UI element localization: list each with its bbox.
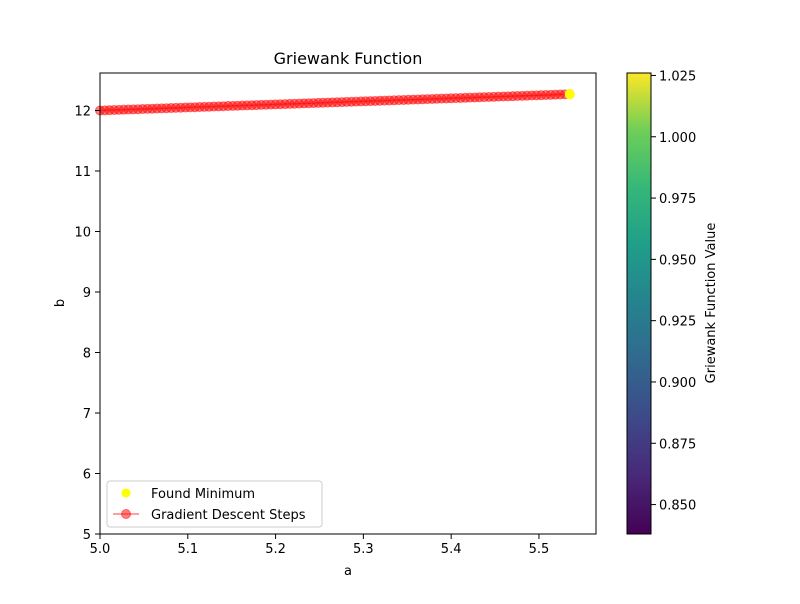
colorbar-tick-label: 0.975 (659, 192, 696, 207)
y-tick-label: 8 (83, 347, 91, 362)
x-tick-label: 5.5 (529, 542, 550, 557)
legend: Found Minimum Gradient Descent Steps (106, 480, 323, 528)
y-tick-label: 12 (74, 105, 91, 120)
colorbar-tick-label: 1.000 (659, 131, 696, 146)
legend-box (106, 480, 323, 528)
found-minimum-point (564, 89, 575, 100)
plot-area (95, 72, 597, 535)
colorbar-tick-label: 0.950 (659, 253, 696, 268)
colorbar-tick-label: 0.925 (659, 315, 696, 330)
colorbar-label: Griewank Function Value (704, 223, 719, 384)
x-tick-label: 5.0 (90, 542, 111, 557)
y-tick-label: 5 (83, 528, 91, 543)
x-axis-label: a (344, 564, 352, 579)
colorbar-gradient (626, 72, 652, 535)
colorbar-tick-label: 1.025 (659, 69, 696, 84)
y-tick-label: 7 (83, 407, 91, 422)
x-tick-label: 5.1 (177, 542, 198, 557)
colorbar-tick-label: 0.850 (659, 499, 696, 514)
legend-marker-gradient-steps (121, 509, 131, 519)
colorbar-ticks: 0.850 0.875 0.900 0.925 0.950 0.975 1.000 1.025 (651, 69, 696, 514)
y-tick-label: 11 (74, 165, 91, 180)
series-layer (95, 89, 575, 116)
chart-title: Griewank Function (274, 49, 423, 68)
y-tick-label: 9 (83, 286, 91, 301)
x-tick-label: 5.4 (441, 542, 462, 557)
x-axis-ticks: 5.0 5.1 5.2 5.3 5.4 5.5 (90, 534, 550, 557)
x-tick-label: 5.3 (353, 542, 374, 557)
legend-label-found-minimum: Found Minimum (151, 487, 255, 502)
colorbar: 0.850 0.875 0.900 0.925 0.950 0.975 1.000 1.025… (626, 69, 719, 535)
y-tick-label: 6 (83, 468, 91, 483)
y-axis-label: b (53, 299, 68, 307)
y-axis-ticks: 5 6 7 8 9 10 11 12 (74, 105, 100, 543)
y-tick-label: 10 (74, 226, 91, 241)
x-tick-label: 5.2 (265, 542, 286, 557)
colorbar-tick-label: 0.900 (659, 376, 696, 391)
plot-frame (99, 72, 597, 535)
legend-marker-found-minimum (121, 488, 131, 498)
legend-label-gradient-steps: Gradient Descent Steps (151, 508, 306, 523)
colorbar-tick-label: 0.875 (659, 437, 696, 452)
